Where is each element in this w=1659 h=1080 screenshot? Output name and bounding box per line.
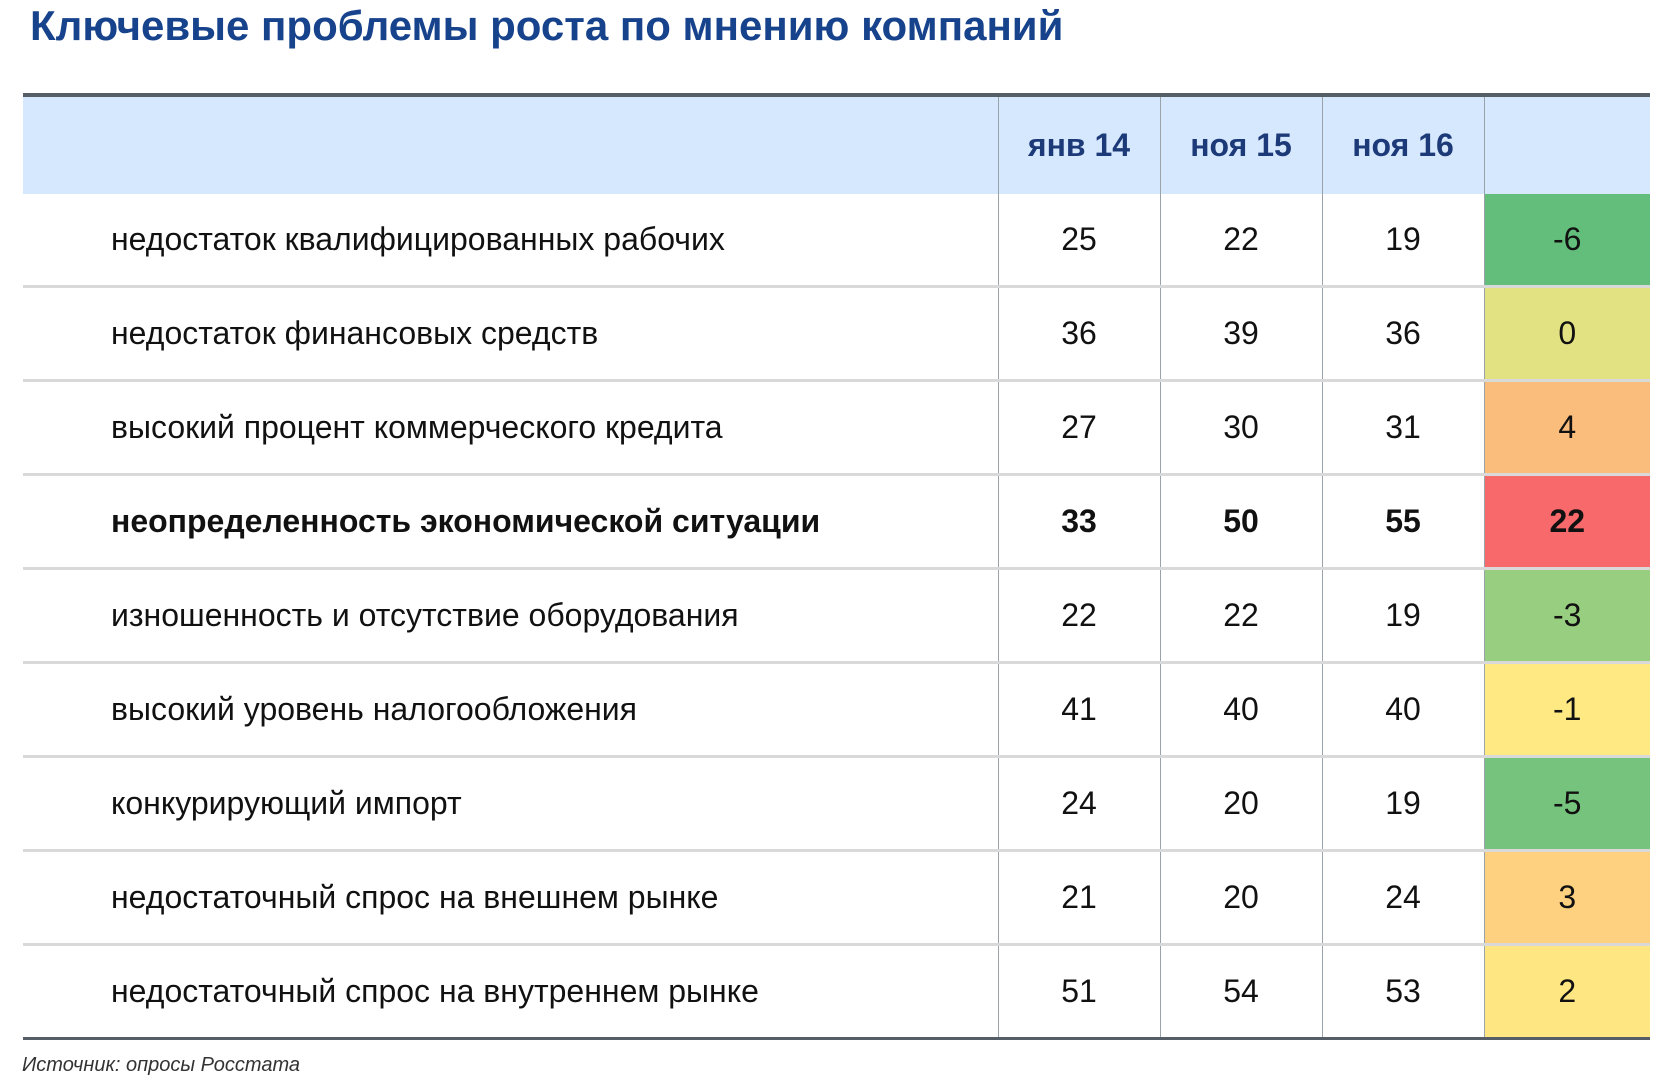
cell-value: 31 [1321,379,1484,475]
cell-value: 24 [997,755,1160,851]
row-label: недостаточный спрос на внутреннем рынке [23,943,998,1039]
table-row: недостаток квалифицированных рабочих 25 22… [23,194,1650,287]
cell-value: 20 [1159,755,1322,851]
cell-value: 19 [1321,194,1484,287]
header-row: янв 14 ноя 15 ноя 16 [23,95,1650,194]
row-label: недостаточный спрос на внешнем рынке [23,849,998,945]
cell-value: 39 [1159,285,1322,381]
cell-value: 53 [1321,943,1484,1039]
cell-value: 30 [1159,379,1322,475]
cell-value: 22 [1159,194,1322,287]
cell-value: 21 [997,849,1160,945]
row-label: неопределенность экономической ситуации [23,473,998,569]
row-label: недостаток квалифицированных рабочих [111,221,725,257]
cell-change: -6 [1483,194,1650,287]
cell-value: 22 [1159,567,1322,663]
table-row: конкурирующий импорт 24 20 19 -5 [23,755,1650,851]
cell-value: 50 [1159,473,1322,569]
column-header-jan14: янв 14 [997,95,1160,194]
table-row: неопределенность экономической ситуации 3… [23,473,1650,569]
column-header-nov15: ноя 15 [1159,95,1322,194]
cell-value: 22 [997,567,1160,663]
row-label: конкурирующий импорт [23,755,998,851]
source-note: Источник: опросы Росстата [22,1054,301,1076]
row-label: изношенность и отсутствие оборудования [23,567,998,663]
column-header-delta [1483,95,1650,194]
cell-change: -3 [1483,567,1650,663]
cell-value: 25 [997,194,1160,287]
cell-value: 36 [1321,285,1484,381]
cell-value: 40 [1159,661,1322,757]
cell-value: 40 [1321,661,1484,757]
row-label: высокий процент коммерческого кредита [23,379,998,475]
row-label: высокий уровень налогообложения [23,661,998,757]
cell-value: 19 [1321,755,1484,851]
cell-value: 54 [1159,943,1322,1039]
cell-value: 24 [1321,849,1484,945]
table-row: высокий уровень налогообложения 41 40 40 -1 [23,661,1650,757]
cell-value: 20 [1159,849,1322,945]
table-row: недостаточный спрос на внешнем рынке 21 20… [23,849,1650,945]
cell-value: 51 [997,943,1160,1039]
cell-change: 0 [1483,285,1650,381]
cell-value: 41 [997,661,1160,757]
table-row: недостаток финансовых средств 36 39 36 0 [23,285,1650,381]
cell-change: 2 [1483,943,1650,1039]
page-title: Ключевые проблемы роста по мнению компан… [30,2,1064,49]
table-row: высокий процент коммерческого кредита 27 3… [23,379,1650,475]
data-table: янв 14 ноя 15 ноя 16 недостаток квалифиц… [23,93,1650,1040]
cell-value: 36 [997,285,1160,381]
row-label: недостаток финансовых средств [23,285,998,381]
table-row: недостаточный спрос на внутреннем рынке 5… [23,943,1650,1039]
column-header-label [23,95,998,194]
cell-value: 33 [997,473,1160,569]
cell-change: 4 [1483,379,1650,475]
cell-change: 22 [1483,473,1650,569]
cell-value: 19 [1321,567,1484,663]
cell-change: -1 [1483,661,1650,757]
cell-value: 55 [1321,473,1484,569]
cell-value: 27 [997,379,1160,475]
cell-change: 3 [1483,849,1650,945]
cell-change: -5 [1483,755,1650,851]
column-header-nov16: ноя 16 [1321,95,1484,194]
table-row: изношенность и отсутствие оборудования 22… [23,567,1650,663]
